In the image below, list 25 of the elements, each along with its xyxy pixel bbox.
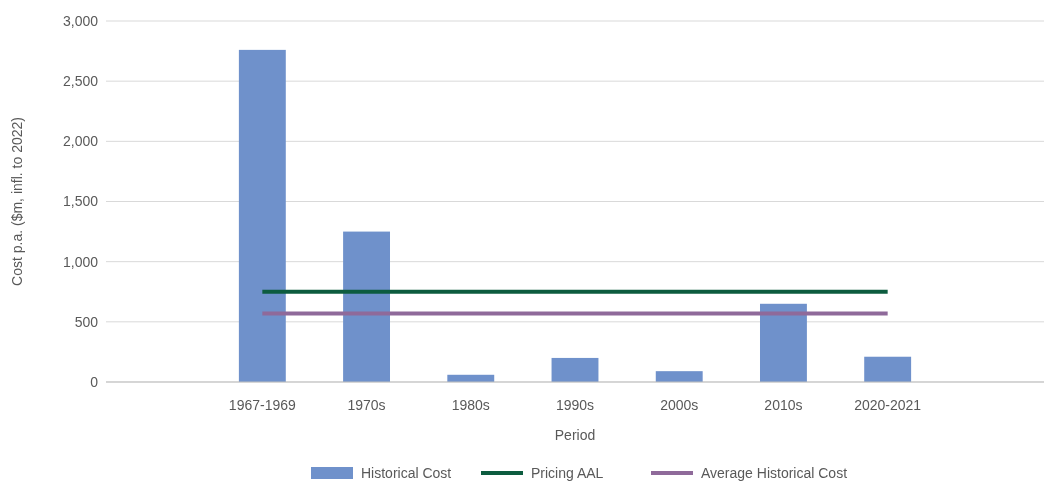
bar	[759, 303, 807, 382]
y-tick-label: 0	[90, 373, 99, 390]
x-tick-label: 1990s	[555, 397, 595, 413]
y-tick-label: 3,000	[62, 12, 99, 29]
legend-label: Pricing AAL	[531, 465, 604, 481]
y-tick-label: 1,500	[62, 193, 99, 210]
y-tick-label: 2,500	[62, 73, 99, 90]
x-tick-label: 1980s	[451, 397, 490, 413]
bar	[343, 231, 391, 382]
bar	[655, 371, 703, 382]
legend-label: Historical Cost	[361, 465, 452, 481]
x-axis-title: Period	[554, 427, 596, 443]
x-tick-label: 2000s	[660, 397, 699, 413]
bar	[864, 356, 912, 382]
y-tick-label: 500	[74, 313, 99, 330]
x-tick-label: 2010s	[764, 397, 803, 413]
legend-label: Average Historical Cost	[701, 465, 848, 481]
x-tick-label: 2020-2021	[854, 397, 922, 413]
y-tick-label: 1,000	[62, 253, 99, 270]
y-axis-title: Cost p.a. ($m, infl. to 2022)	[9, 117, 25, 286]
bar	[551, 357, 599, 382]
x-tick-label: 1970s	[347, 397, 386, 413]
x-tick-label: 1967-1969	[228, 397, 297, 413]
y-tick-label: 2,000	[62, 133, 99, 150]
bar	[238, 49, 286, 382]
